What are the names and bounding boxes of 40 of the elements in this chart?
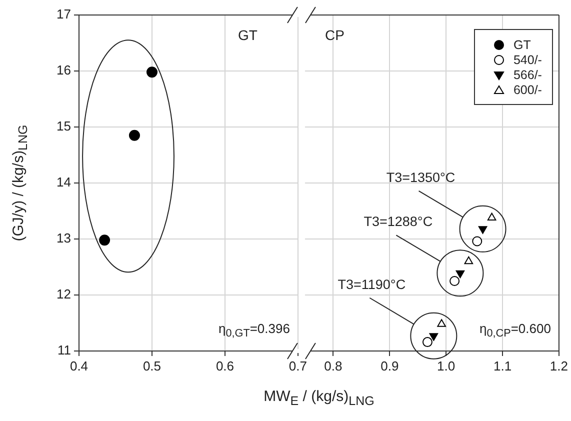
- point: [422, 337, 432, 348]
- y-tick-label: 12: [56, 286, 71, 302]
- point: [464, 256, 474, 264]
- y-tick-label: 16: [56, 62, 71, 78]
- point: [146, 66, 158, 78]
- x-tick-label: 0.8: [324, 358, 342, 374]
- x-axis-title: MW$_{E}$ / (kg/s)$_{LNG}$: [264, 388, 374, 408]
- annotation: T3=1350°C: [385, 170, 456, 185]
- annotation: CP: [325, 27, 344, 43]
- y-tick-label: 13: [56, 230, 71, 246]
- y-tick-label: 14: [56, 174, 71, 190]
- legend-label: 566/-: [513, 68, 542, 82]
- legend-label: GT: [513, 38, 531, 52]
- y-tick-label: 11: [58, 342, 71, 358]
- point: [437, 319, 446, 327]
- annotation: T3=1190°C: [336, 276, 407, 292]
- x-tick-label: 1.2: [550, 358, 568, 374]
- x-tick-label: 0.6: [216, 358, 234, 374]
- x-tick-label: 1.1: [493, 358, 512, 374]
- x-tick-label: 0.7: [288, 358, 308, 374]
- y-tick-label: 17: [56, 6, 71, 22]
- annotation: η$_{0,GT}$=0.396: [218, 321, 290, 340]
- y-tick-label: 15: [56, 118, 71, 134]
- x-tick-label: 1.0: [437, 358, 456, 374]
- point: [478, 226, 488, 234]
- x-tick-label: 0.9: [380, 358, 399, 374]
- point: [456, 270, 465, 278]
- annotation: η$_{0,CP}$=0.600: [480, 321, 551, 340]
- point: [450, 276, 460, 286]
- point: [128, 130, 140, 141]
- point: [472, 236, 482, 246]
- annotation: T3=1288°C: [362, 214, 434, 230]
- x-tick-label: 0.4: [70, 358, 88, 374]
- annotation: GT: [238, 27, 258, 43]
- point: [99, 234, 110, 246]
- legend-label: 600/-: [513, 82, 542, 96]
- x-tick-label: 0.5: [142, 358, 162, 374]
- point: [487, 212, 496, 220]
- legend-label: 540/-: [513, 52, 542, 66]
- point: [429, 333, 438, 341]
